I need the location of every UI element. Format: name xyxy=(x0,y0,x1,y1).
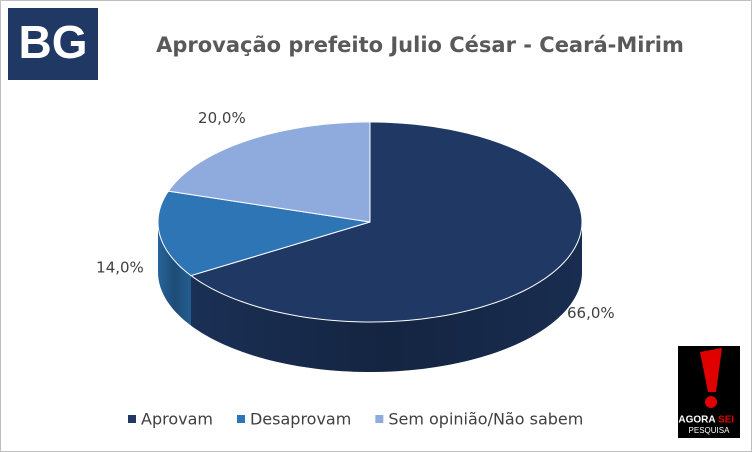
logo-left: BG xyxy=(19,16,88,68)
slice-side-shade xyxy=(191,222,582,372)
legend-label: Sem opinião/Não sabem xyxy=(388,410,583,429)
slice xyxy=(167,121,371,223)
logo-mark xyxy=(700,348,722,392)
slice-side-shade xyxy=(158,222,192,326)
legend-label: Desaprovam xyxy=(250,410,351,429)
legend-swatch xyxy=(236,415,245,423)
logo-sub: PESQUISA xyxy=(689,426,731,435)
legend-label: Aprovam xyxy=(141,410,213,429)
logo-word: AGORA xyxy=(678,415,715,426)
legend-swatch xyxy=(128,415,136,423)
data-label: 14,0% xyxy=(96,259,144,277)
data-label: 20,0% xyxy=(198,109,246,127)
legend: Aprovam Desaprovam Sem opinião/Não sabem xyxy=(128,410,583,429)
logo-word: SEI xyxy=(718,415,734,426)
logo-left-box xyxy=(8,8,98,80)
legend-swatch xyxy=(375,415,384,423)
slice xyxy=(157,190,371,277)
slice xyxy=(189,121,583,323)
logo-dot xyxy=(705,396,717,408)
pie: 66,0% 14,0% 20,0% xyxy=(96,109,615,372)
data-label: 66,0% xyxy=(567,304,615,322)
chart-title: Aprovação prefeito Julio César - Ceará-M… xyxy=(156,33,684,57)
